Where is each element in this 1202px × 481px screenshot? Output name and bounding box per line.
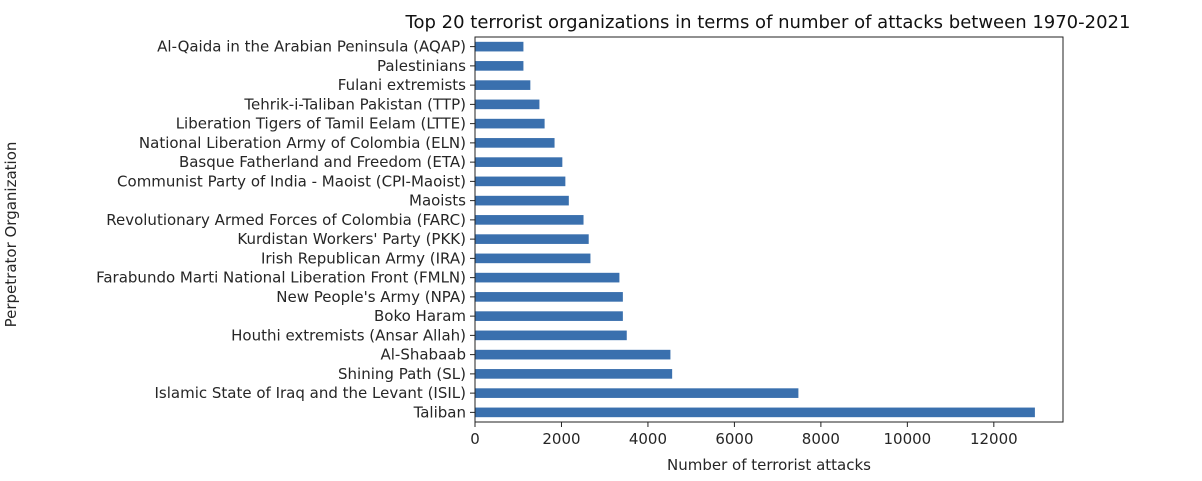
bar — [475, 99, 540, 110]
x-tick-label: 4000 — [629, 430, 667, 448]
plot-frame — [474, 36, 1064, 423]
bar — [475, 176, 566, 187]
bars-group — [475, 41, 1035, 418]
y-tick-label: Tehrik-i-Taliban Pakistan (TTP) — [243, 95, 466, 113]
y-tick-label: Communist Party of India - Maoist (CPI-M… — [117, 172, 466, 190]
y-tick-label: National Liberation Army of Colombia (EL… — [139, 134, 466, 152]
bar — [475, 292, 623, 302]
y-tick-label: Revolutionary Armed Forces of Colombia (… — [106, 211, 466, 229]
y-tick-label: Irish Republican Army (IRA) — [261, 249, 466, 267]
bar — [475, 157, 563, 167]
bar — [475, 349, 671, 360]
chart-title: Top 20 terrorist organizations in terms … — [405, 12, 1131, 33]
y-tick-label: Basque Fatherland and Freedom (ETA) — [179, 153, 466, 171]
bar — [475, 272, 620, 283]
bar — [475, 41, 524, 52]
y-tick-label: Islamic State of Iraq and the Levant (IS… — [154, 384, 466, 402]
y-tick-label: Liberation Tigers of Tamil Eelam (LTTE) — [176, 115, 466, 133]
x-tick-label: 10000 — [883, 430, 931, 448]
x-axis-ticks: 0 2000 4000 6000 8000 10000 12000 — [470, 422, 1018, 448]
y-tick-label: Kurdistan Workers' Party (PKK) — [237, 230, 466, 248]
y-tick-label: Farabundo Marti National Liberation Fron… — [96, 269, 466, 287]
y-tick-label: Shining Path (SL) — [338, 365, 466, 383]
y-tick-label: Boko Haram — [374, 307, 466, 325]
y-axis-title: Perpetrator Organization — [2, 142, 20, 328]
x-axis-title: Number of terrorist attacks — [667, 456, 871, 474]
bar — [475, 311, 623, 321]
x-tick-label: 2000 — [542, 430, 580, 448]
x-tick-label: 0 — [470, 430, 480, 448]
y-tick-label: Al-Qaida in the Arabian Peninsula (AQAP) — [157, 38, 466, 56]
bar — [475, 407, 1035, 418]
bar — [475, 138, 555, 148]
bar — [475, 80, 531, 90]
x-tick-label: 12000 — [970, 430, 1018, 448]
bar — [475, 61, 524, 71]
y-tick-label: New People's Army (NPA) — [276, 288, 466, 306]
y-tick-label: Palestinians — [377, 57, 466, 75]
bar — [475, 118, 545, 129]
y-tick-label: Al-Shabaab — [381, 346, 467, 364]
x-tick-label: 8000 — [802, 430, 840, 448]
y-tick-label: Maoists — [409, 192, 466, 210]
bar — [475, 215, 584, 225]
y-tick-label: Taliban — [413, 403, 466, 421]
bar — [475, 234, 589, 244]
y-tick-label: Houthi extremists (Ansar Allah) — [231, 326, 466, 344]
x-tick-label: 6000 — [715, 430, 753, 448]
bar — [475, 253, 591, 264]
bar — [475, 369, 673, 379]
bar — [475, 195, 569, 206]
bar — [475, 388, 799, 398]
y-tick-label: Fulani extremists — [338, 76, 466, 94]
bar — [475, 330, 627, 341]
